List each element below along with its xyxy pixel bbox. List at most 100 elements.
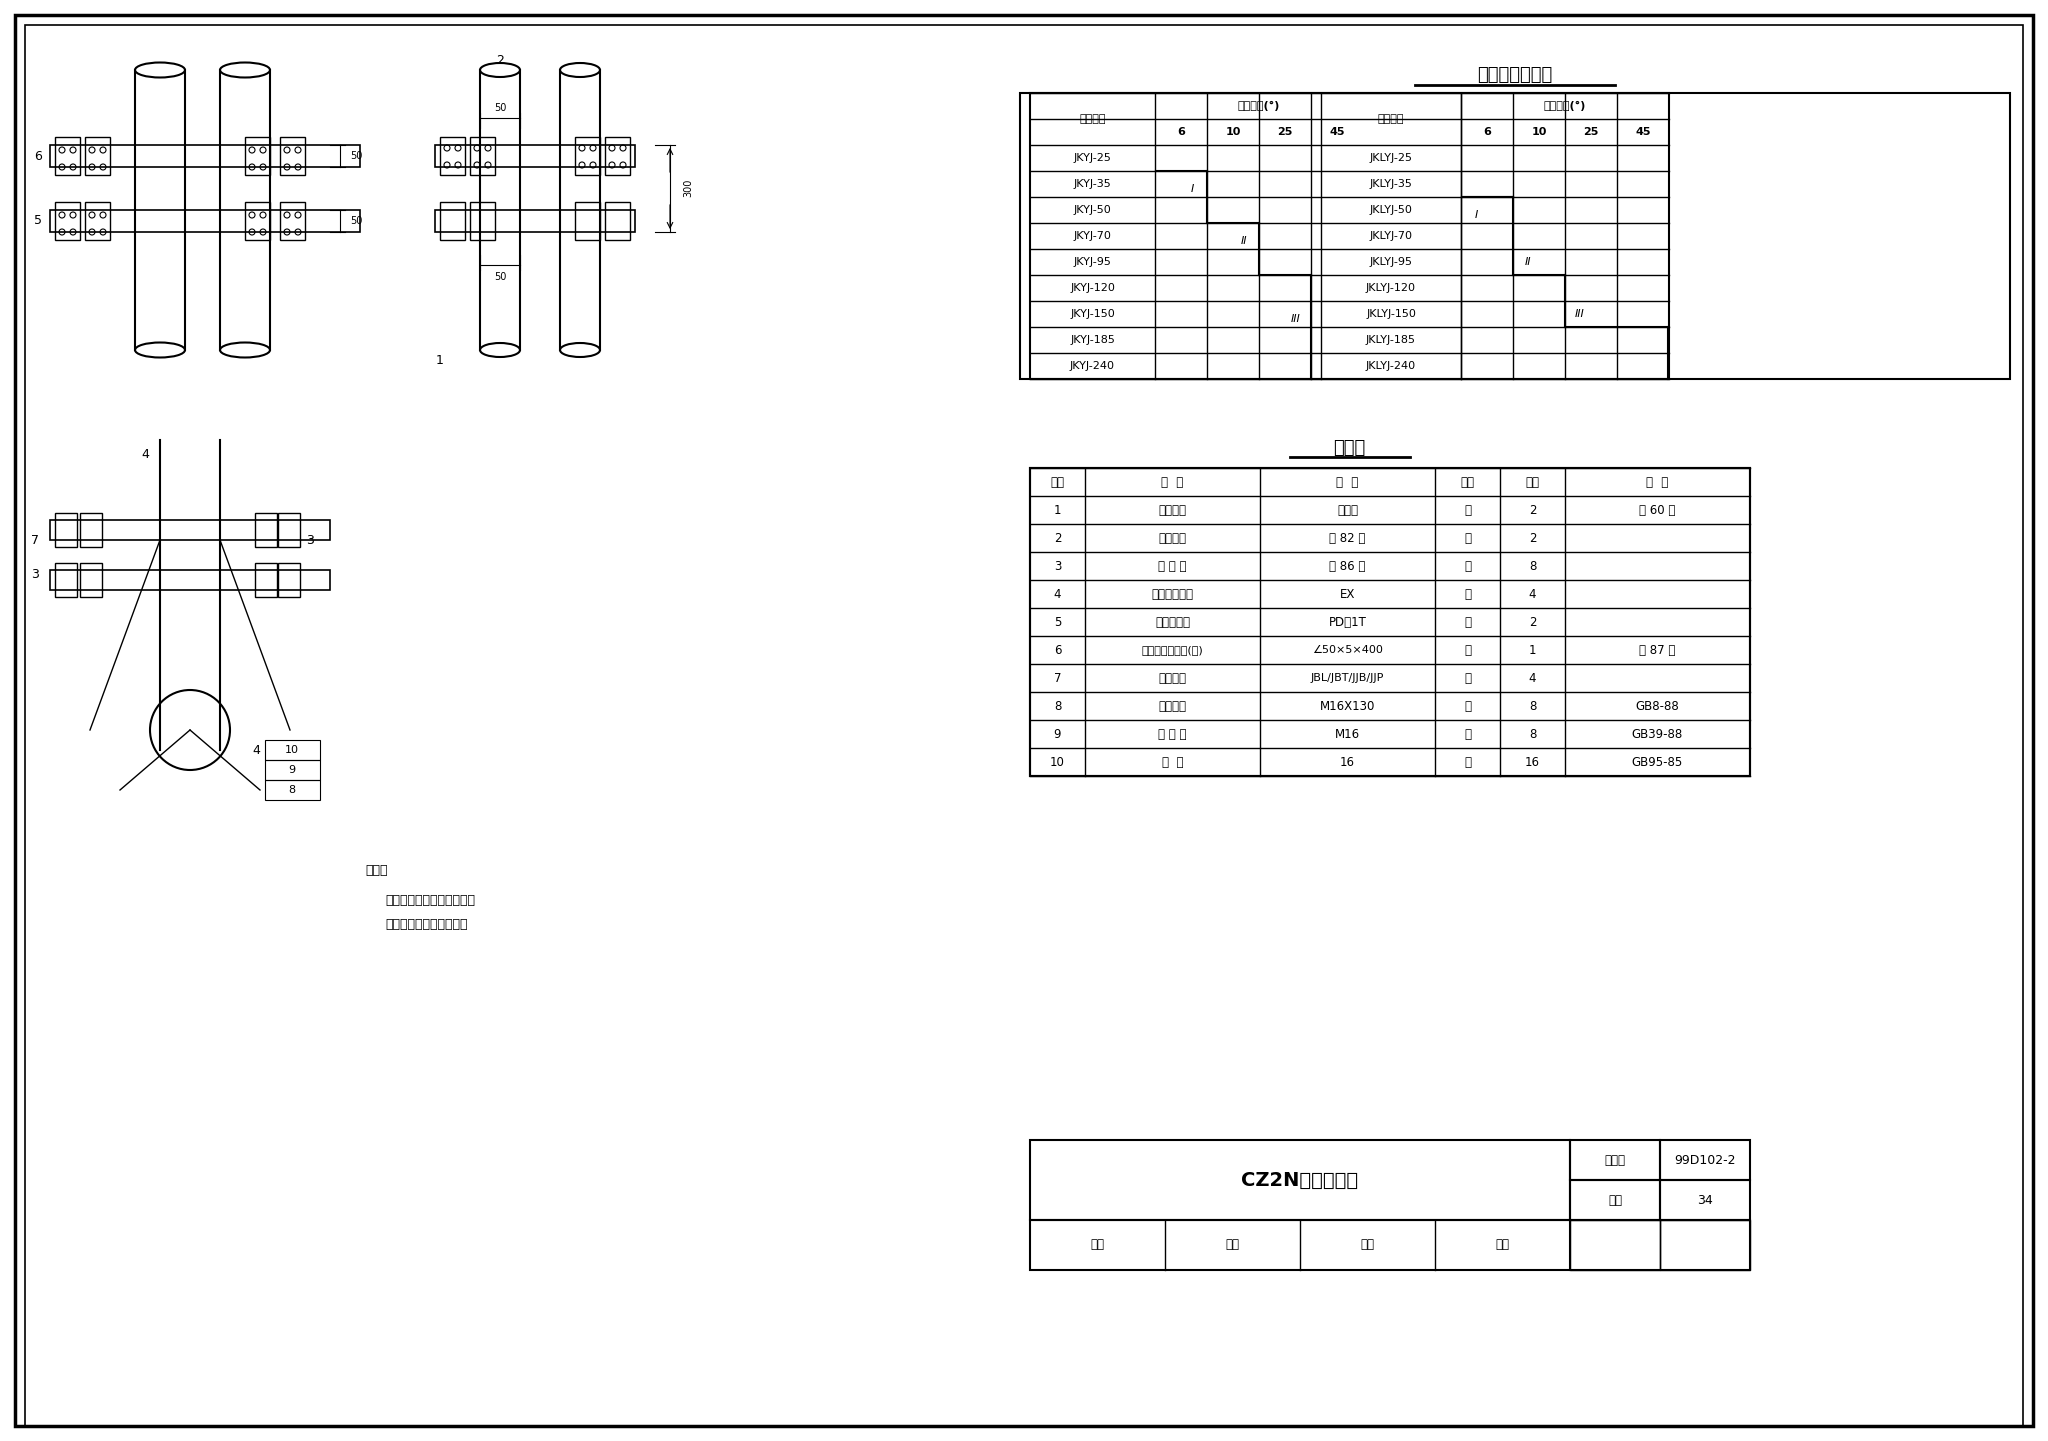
Text: JKLYJ-240: JKLYJ-240 [1366, 362, 1415, 370]
Bar [256, 563, 276, 597]
Text: 选择（一）或（二）型。: 选择（一）或（二）型。 [385, 918, 467, 931]
Bar [575, 137, 600, 174]
Bar [1030, 94, 1669, 379]
Bar [1030, 468, 1749, 777]
Bar [55, 202, 80, 241]
Text: 6: 6 [35, 150, 41, 163]
Text: JKYJ-35: JKYJ-35 [1073, 179, 1112, 189]
Text: 块: 块 [1464, 559, 1470, 572]
Text: ∠50×5×400: ∠50×5×400 [1313, 646, 1382, 656]
Bar [440, 202, 465, 241]
Text: 根: 根 [1464, 644, 1470, 657]
Text: 4: 4 [1528, 672, 1536, 684]
Text: JKLYJ-50: JKLYJ-50 [1370, 205, 1413, 215]
Text: JKYJ-240: JKYJ-240 [1069, 362, 1114, 370]
Bar [1571, 1180, 1661, 1221]
Text: 1: 1 [1055, 503, 1061, 516]
Bar [1571, 1140, 1661, 1180]
Text: GB8-88: GB8-88 [1636, 699, 1679, 712]
Text: II: II [1526, 256, 1532, 267]
Bar [49, 571, 330, 589]
Text: 校对: 校对 [1225, 1238, 1239, 1251]
Text: 50: 50 [350, 216, 362, 226]
Bar [281, 137, 305, 174]
Text: 3: 3 [1055, 559, 1061, 572]
Text: 10: 10 [1532, 127, 1546, 137]
Text: 付: 付 [1464, 532, 1470, 545]
Text: II: II [1241, 236, 1247, 246]
Text: JKLYJ-120: JKLYJ-120 [1366, 282, 1415, 293]
Text: GB39-88: GB39-88 [1632, 728, 1683, 741]
Bar [246, 202, 270, 241]
Text: 审核: 审核 [1090, 1238, 1104, 1251]
Text: JKYJ-95: JKYJ-95 [1073, 256, 1112, 267]
Text: JKYJ-25: JKYJ-25 [1073, 153, 1112, 163]
Bar [1661, 1180, 1749, 1221]
Bar [440, 137, 465, 174]
Text: 方头螺栓: 方头螺栓 [1159, 699, 1186, 712]
Text: JKLYJ-150: JKLYJ-150 [1366, 308, 1415, 318]
Text: 10: 10 [1225, 127, 1241, 137]
Text: 8: 8 [1055, 699, 1061, 712]
Text: 8: 8 [1528, 559, 1536, 572]
Text: JKLYJ-95: JKLYJ-95 [1370, 256, 1413, 267]
Text: 2: 2 [1528, 503, 1536, 516]
Text: 4: 4 [252, 744, 260, 757]
Text: 槽钢抱箍: 槽钢抱箍 [1159, 532, 1186, 545]
Bar [55, 137, 80, 174]
Bar [281, 202, 305, 241]
Text: 45: 45 [1634, 127, 1651, 137]
Text: 见 87 页: 见 87 页 [1638, 644, 1675, 657]
Text: 附  注: 附 注 [1647, 476, 1669, 488]
Text: 数量: 数量 [1526, 476, 1540, 488]
Text: 名  称: 名 称 [1161, 476, 1184, 488]
Bar [575, 202, 600, 241]
Text: 34: 34 [1698, 1193, 1712, 1206]
Text: 50: 50 [494, 102, 506, 112]
Text: III: III [1575, 308, 1585, 318]
Text: 并沟线夹: 并沟线夹 [1159, 672, 1186, 684]
Text: 见 82 页: 见 82 页 [1329, 532, 1366, 545]
Bar [49, 520, 330, 540]
Text: 2: 2 [1055, 532, 1061, 545]
Text: CZ2N横担组装图: CZ2N横担组装图 [1241, 1170, 1358, 1189]
Text: 导线规格: 导线规格 [1378, 114, 1405, 124]
Bar [434, 146, 635, 167]
Text: 序号: 序号 [1051, 476, 1065, 488]
Bar [434, 210, 635, 232]
Text: JKYJ-185: JKYJ-185 [1069, 334, 1114, 344]
Bar [264, 780, 319, 800]
Bar [279, 513, 299, 548]
Text: 2: 2 [1528, 615, 1536, 628]
Text: 16: 16 [1526, 755, 1540, 768]
Text: 25: 25 [1278, 127, 1292, 137]
Text: 1: 1 [1528, 644, 1536, 657]
Text: 铁拉板根据槽钢规格不同可: 铁拉板根据槽钢规格不同可 [385, 893, 475, 906]
Text: M16X130: M16X130 [1319, 699, 1374, 712]
Text: 槽钢横担: 槽钢横担 [1159, 503, 1186, 516]
Text: 根: 根 [1464, 503, 1470, 516]
Bar [279, 563, 299, 597]
Text: 8: 8 [1528, 699, 1536, 712]
Bar [264, 741, 319, 759]
Text: 页号: 页号 [1608, 1193, 1622, 1206]
Bar [604, 137, 631, 174]
Bar [604, 202, 631, 241]
Text: 6: 6 [1055, 644, 1061, 657]
Text: 3: 3 [31, 569, 39, 582]
Text: 8: 8 [1528, 728, 1536, 741]
Text: 针式地锚子支架(一): 针式地锚子支架(一) [1141, 646, 1204, 656]
Bar [264, 759, 319, 780]
Text: 4: 4 [1528, 588, 1536, 601]
Text: 4: 4 [141, 448, 150, 461]
Text: 说明：: 说明： [365, 863, 387, 876]
Text: 个: 个 [1464, 699, 1470, 712]
Text: GB95-85: GB95-85 [1632, 755, 1683, 768]
Text: JKYJ-50: JKYJ-50 [1073, 205, 1112, 215]
Text: 9: 9 [1055, 728, 1061, 741]
Text: 300: 300 [682, 179, 692, 197]
Bar [86, 202, 111, 241]
Bar [256, 513, 276, 548]
Text: III: III [1290, 314, 1300, 324]
Text: JKLYJ-185: JKLYJ-185 [1366, 334, 1415, 344]
